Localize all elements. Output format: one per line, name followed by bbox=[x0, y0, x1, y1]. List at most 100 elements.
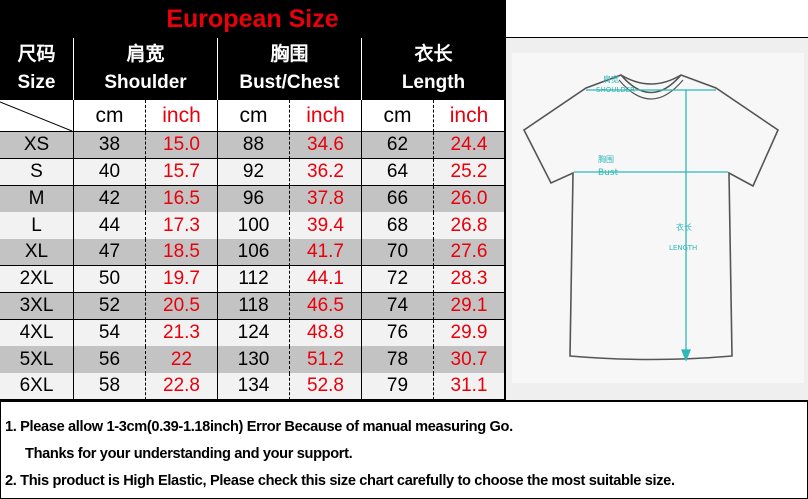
table-cell-shoulder-in: 18.5 bbox=[145, 239, 217, 267]
unit-bust-inch: inch bbox=[289, 100, 361, 132]
table-cell-length-cm: 68 bbox=[361, 212, 433, 240]
table-cell-length-in: 30.7 bbox=[433, 346, 505, 374]
table-cell-shoulder-in: 15.7 bbox=[145, 158, 217, 187]
note-2: 2. This product is High Elastic, Please … bbox=[5, 473, 675, 489]
table-cell-bust-in: 39.4 bbox=[289, 212, 361, 240]
table-cell-size: 5XL bbox=[0, 346, 73, 374]
table-cell-length-cm: 62 bbox=[361, 132, 433, 160]
table-cell-bust-in: 46.5 bbox=[289, 292, 361, 321]
header-shoulder-cn: 肩宽 bbox=[126, 44, 165, 65]
table-cell-bust-in: 51.2 bbox=[289, 346, 361, 374]
header-length-en: Length bbox=[401, 72, 466, 93]
table-cell-size: XL bbox=[0, 239, 73, 267]
unit-length-inch: inch bbox=[433, 100, 505, 132]
table-cell-bust-cm: 100 bbox=[217, 212, 289, 240]
table-cell-size: 6XL bbox=[0, 373, 73, 401]
notes-box: 1. Please allow 1-3cm(0.39-1.18inch) Err… bbox=[0, 400, 808, 499]
unit-bust-cm: cm bbox=[217, 100, 289, 132]
chart-title: European Size bbox=[0, 0, 505, 38]
table-cell-bust-cm: 88 bbox=[217, 132, 289, 160]
table-cell-size: L bbox=[0, 212, 73, 240]
table-cell-bust-cm: 118 bbox=[217, 292, 289, 321]
table-cell-bust-cm: 96 bbox=[217, 185, 289, 213]
blank-corner bbox=[505, 0, 808, 38]
table-cell-bust-in: 52.8 bbox=[289, 373, 361, 401]
table-cell-shoulder-in: 21.3 bbox=[145, 319, 217, 347]
unit-shoulder-cm: cm bbox=[73, 100, 145, 132]
table-cell-length-in: 29.1 bbox=[433, 292, 505, 321]
table-cell-length-in: 26.8 bbox=[433, 212, 505, 240]
table-cell-shoulder-in: 19.7 bbox=[145, 266, 217, 294]
table-cell-size: XS bbox=[0, 132, 73, 160]
table-cell-bust-in: 44.1 bbox=[289, 266, 361, 294]
table-cell-shoulder-in: 15.0 bbox=[145, 132, 217, 160]
table-cell-bust-cm: 130 bbox=[217, 346, 289, 374]
table-cell-shoulder-in: 20.5 bbox=[145, 292, 217, 321]
shoulder-label-en: SHOULDER bbox=[596, 86, 635, 94]
table-cell-bust-in: 34.6 bbox=[289, 132, 361, 160]
table-cell-shoulder-in: 22 bbox=[145, 346, 217, 374]
table-cell-length-cm: 64 bbox=[361, 158, 433, 187]
table-cell-length-in: 31.1 bbox=[433, 373, 505, 401]
bust-label-en: Bust bbox=[598, 168, 619, 178]
table-cell-length-cm: 74 bbox=[361, 292, 433, 321]
note-1-continued: Thanks for your understanding and your s… bbox=[25, 446, 353, 462]
table-cell-bust-cm: 92 bbox=[217, 158, 289, 187]
table-cell-length-cm: 66 bbox=[361, 185, 433, 213]
table-cell-length-in: 29.9 bbox=[433, 319, 505, 347]
bust-label-cn: 胸围 bbox=[598, 154, 614, 164]
header-shoulder-en: Shoulder bbox=[104, 72, 187, 93]
table-cell-length-cm: 72 bbox=[361, 266, 433, 294]
table-cell-bust-in: 37.8 bbox=[289, 185, 361, 213]
table-cell-shoulder-cm: 58 bbox=[73, 373, 145, 401]
header-length: 衣长 Length bbox=[361, 38, 505, 100]
table-cell-size: 2XL bbox=[0, 266, 73, 294]
header-size: 尺码 Size bbox=[0, 38, 73, 100]
size-chart-table: European Size 尺码 Size 肩宽 Shoulder 胸围 Bus… bbox=[0, 0, 505, 401]
shoulder-label-cn: 肩宽 bbox=[603, 74, 619, 84]
unit-shoulder-inch: inch bbox=[145, 100, 217, 132]
table-cell-shoulder-in: 22.8 bbox=[145, 373, 217, 401]
header-bust: 胸围 Bust/Chest bbox=[217, 38, 361, 100]
table-cell-shoulder-in: 16.5 bbox=[145, 185, 217, 213]
table-cell-shoulder-cm: 54 bbox=[73, 319, 145, 347]
header-size-cn: 尺码 bbox=[17, 44, 56, 65]
unit-length-cm: cm bbox=[361, 100, 433, 132]
header-bust-en: Bust/Chest bbox=[239, 72, 340, 93]
table-cell-bust-in: 48.8 bbox=[289, 319, 361, 347]
table-cell-length-cm: 79 bbox=[361, 373, 433, 401]
table-cell-length-in: 25.2 bbox=[433, 158, 505, 187]
table-cell-shoulder-cm: 47 bbox=[73, 239, 145, 267]
table-cell-shoulder-cm: 38 bbox=[73, 132, 145, 160]
table-cell-size: 3XL bbox=[0, 292, 73, 321]
table-cell-shoulder-cm: 44 bbox=[73, 212, 145, 240]
table-cell-length-cm: 76 bbox=[361, 319, 433, 347]
diagonal-corner-cell bbox=[0, 100, 73, 132]
tshirt-measurement-diagram: 肩宽 SHOULDER 胸围 Bust 衣长 LENGTH bbox=[505, 38, 808, 400]
length-label-en: LENGTH bbox=[669, 244, 697, 252]
table-cell-size: M bbox=[0, 185, 73, 213]
table-cell-bust-in: 41.7 bbox=[289, 239, 361, 267]
table-cell-bust-in: 36.2 bbox=[289, 158, 361, 187]
table-cell-length-cm: 78 bbox=[361, 346, 433, 374]
table-cell-bust-cm: 106 bbox=[217, 239, 289, 267]
table-cell-size: 4XL bbox=[0, 319, 73, 347]
table-cell-length-in: 26.0 bbox=[433, 185, 505, 213]
header-bust-cn: 胸围 bbox=[270, 44, 309, 65]
table-cell-shoulder-cm: 56 bbox=[73, 346, 145, 374]
table-cell-length-in: 28.3 bbox=[433, 266, 505, 294]
table-cell-shoulder-cm: 40 bbox=[73, 158, 145, 187]
table-cell-bust-cm: 112 bbox=[217, 266, 289, 294]
table-cell-shoulder-in: 17.3 bbox=[145, 212, 217, 240]
note-1: 1. Please allow 1-3cm(0.39-1.18inch) Err… bbox=[5, 419, 513, 435]
table-cell-length-cm: 70 bbox=[361, 239, 433, 267]
table-cell-shoulder-cm: 50 bbox=[73, 266, 145, 294]
length-label-cn: 衣长 bbox=[676, 222, 692, 232]
table-cell-shoulder-cm: 42 bbox=[73, 185, 145, 213]
table-cell-shoulder-cm: 52 bbox=[73, 292, 145, 321]
header-size-en: Size bbox=[17, 72, 56, 93]
header-shoulder: 肩宽 Shoulder bbox=[73, 38, 217, 100]
diagonal-line bbox=[0, 101, 73, 131]
table-cell-bust-cm: 134 bbox=[217, 373, 289, 401]
table-cell-length-in: 27.6 bbox=[433, 239, 505, 267]
